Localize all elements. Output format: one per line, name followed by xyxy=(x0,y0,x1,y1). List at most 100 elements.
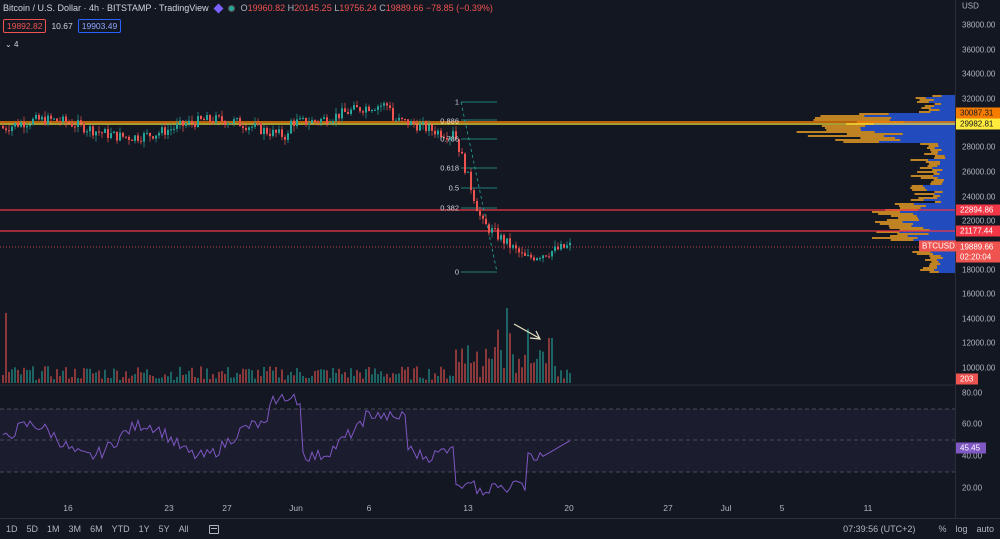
volume-bar xyxy=(251,370,253,383)
volume-bar xyxy=(290,371,292,383)
volume-profile-bar xyxy=(912,189,927,191)
candle-body xyxy=(122,132,124,137)
volume-bar xyxy=(68,378,70,383)
volume-profile-bar xyxy=(890,215,917,217)
market-status-icon[interactable] xyxy=(227,4,235,12)
candle-body xyxy=(350,109,352,114)
price-chart-svg[interactable] xyxy=(0,0,955,518)
volume-bars xyxy=(2,308,571,383)
timeframe-all[interactable]: All xyxy=(178,524,189,534)
timeframe-5y[interactable]: 5Y xyxy=(158,524,170,534)
candle-body xyxy=(110,133,112,138)
candle-body xyxy=(467,171,469,173)
timeframe-1y[interactable]: 1Y xyxy=(138,524,150,534)
volume-bar xyxy=(470,363,472,383)
candle-body xyxy=(179,120,181,124)
timeframe-selector: 1D 5D 1M 3M 6M YTD 1Y 5Y All xyxy=(0,524,189,534)
timeframe-5d[interactable]: 5D xyxy=(26,524,39,534)
volume-profile-bar xyxy=(879,223,914,225)
date-label: 27 xyxy=(222,503,232,513)
fib-retracement[interactable] xyxy=(460,101,498,273)
candle-body xyxy=(305,117,307,125)
volume-bar xyxy=(557,376,559,383)
candle-body xyxy=(482,215,484,219)
volume-bar xyxy=(323,369,325,383)
candle-body xyxy=(317,121,319,123)
date-label: 6 xyxy=(366,503,372,513)
volume-bar xyxy=(374,368,376,383)
sell-button[interactable]: 19892.82 xyxy=(3,19,47,33)
candle-body xyxy=(248,127,250,131)
symbol-title[interactable]: Bitcoin / U.S. Dollar · 4h · BITSTAMP · … xyxy=(3,3,209,13)
timeframe-ytd[interactable]: YTD xyxy=(111,524,130,534)
volume-bar xyxy=(92,373,94,383)
volume-profile-bar xyxy=(911,185,924,187)
volume-profile-bar xyxy=(894,203,914,205)
volume-bar xyxy=(194,376,196,383)
volume-bar xyxy=(239,374,241,383)
candle-body xyxy=(407,119,409,126)
price-axis[interactable]: USD 38000.00 36000.00 34000.00 32000.00 … xyxy=(919,0,1000,518)
candle-body xyxy=(188,120,190,124)
currency-label[interactable]: USD xyxy=(962,1,979,11)
candle-body xyxy=(14,122,16,127)
candle-body xyxy=(200,116,202,119)
chart-area[interactable]: Bitcoin / U.S. Dollar · 4h · BITSTAMP · … xyxy=(0,0,955,518)
volume-profile-bar xyxy=(900,139,955,141)
volume-bar xyxy=(311,375,313,383)
volume-profile-bar xyxy=(937,153,955,155)
candle-body xyxy=(455,131,457,140)
calendar-icon[interactable] xyxy=(208,524,219,534)
volume-bar xyxy=(155,378,157,383)
volume-bar xyxy=(47,366,49,383)
volume-profile-bar xyxy=(942,257,955,259)
timeframe-1d[interactable]: 1D xyxy=(6,524,18,534)
candle-body xyxy=(182,120,184,126)
volume-bar xyxy=(185,374,187,383)
volume-bar xyxy=(278,377,280,383)
volume-bar xyxy=(158,378,160,383)
volume-bar xyxy=(26,369,28,383)
volume-profile-bar xyxy=(843,141,880,143)
volume-profile-bar xyxy=(910,159,929,161)
candle-body xyxy=(173,128,175,130)
timeframe-1m[interactable]: 1M xyxy=(47,524,60,534)
volume-profile-bar xyxy=(920,143,938,145)
volume-bar xyxy=(161,377,163,383)
volume-bar xyxy=(191,367,193,383)
volume-bar xyxy=(437,375,439,383)
auto-toggle[interactable]: auto xyxy=(976,524,994,534)
volume-bar xyxy=(404,369,406,383)
volume-bar xyxy=(497,329,499,383)
candle-body xyxy=(566,245,568,248)
volume-profile-bar xyxy=(879,141,955,143)
timeframe-6m[interactable]: 6M xyxy=(90,524,103,534)
volume-bar xyxy=(8,371,10,383)
volume-bar xyxy=(212,374,214,383)
volume-bar xyxy=(221,371,223,383)
volume-profile-bar xyxy=(921,107,931,109)
volume-profile-bar xyxy=(932,167,955,169)
clock-time[interactable]: 07:39:56 (UTC+2) xyxy=(843,524,916,534)
diamond-icon[interactable] xyxy=(213,3,224,13)
arrow-annotation[interactable] xyxy=(513,323,542,340)
candle-body xyxy=(2,125,4,129)
candle-body xyxy=(191,120,193,124)
rsi-line xyxy=(2,393,571,496)
indicators-toggle[interactable]: ⌄ 4 xyxy=(5,40,19,49)
volume-bar xyxy=(65,367,67,383)
candle-body xyxy=(68,122,70,124)
candle-body xyxy=(80,120,82,124)
timeframe-3m[interactable]: 3M xyxy=(68,524,82,534)
volume-profile-bar xyxy=(938,145,955,147)
rsi-tick: 20.00 xyxy=(962,483,983,493)
volume-profile-bar xyxy=(889,119,955,121)
volume-profile-bar xyxy=(826,129,862,131)
volume-profile-bar xyxy=(941,95,955,97)
buy-button[interactable]: 19903.49 xyxy=(77,19,122,33)
log-toggle[interactable]: log xyxy=(955,524,968,534)
percent-toggle[interactable]: % xyxy=(938,524,947,534)
volume-profile-bar xyxy=(938,271,955,273)
symbol-tag: BTCUSD xyxy=(919,240,956,252)
candle-body xyxy=(119,132,121,141)
